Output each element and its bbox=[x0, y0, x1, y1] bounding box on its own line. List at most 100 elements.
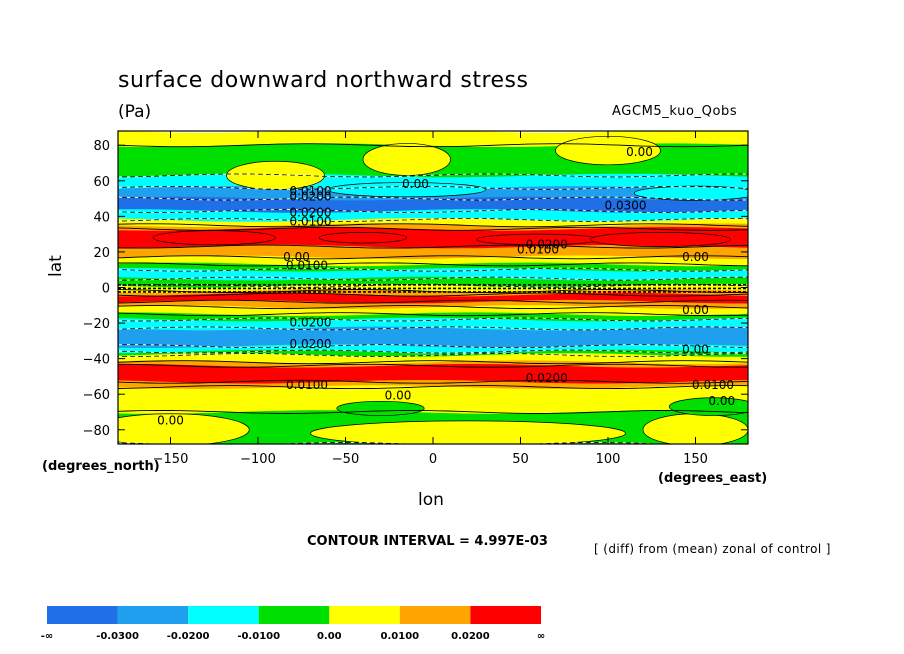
x-units-label: (degrees_east) bbox=[658, 471, 768, 486]
contour-line bbox=[118, 305, 748, 310]
band-fill bbox=[118, 317, 748, 331]
contour-label: 0.0200 bbox=[290, 189, 332, 203]
contour-line bbox=[118, 173, 748, 178]
contour-label: 0.00 bbox=[157, 413, 184, 427]
colorbar-swatch bbox=[470, 606, 541, 624]
y-tick-label: 40 bbox=[93, 210, 110, 225]
anomaly-blob bbox=[152, 230, 276, 246]
contour-label: 0.00 bbox=[708, 394, 735, 408]
contour-line bbox=[118, 196, 748, 201]
contour-label: 0.00 bbox=[283, 250, 310, 264]
band-fill bbox=[118, 209, 748, 222]
x-tick-label: 150 bbox=[683, 452, 708, 467]
contour-line bbox=[118, 262, 748, 267]
colorbar-swatch bbox=[399, 606, 471, 624]
anomaly-blob bbox=[118, 413, 250, 444]
contour-line bbox=[118, 267, 748, 272]
contour-line bbox=[118, 185, 748, 190]
contour-label: 0.0100 bbox=[286, 378, 328, 392]
axis-ticks: −150 −100 −50 0 50 100 150 80 60 40 20 0 −20 −40 −60 −8… bbox=[83, 131, 748, 467]
contour-label: 0.00 bbox=[385, 389, 412, 403]
y-tick-label: 60 bbox=[93, 175, 110, 190]
band-fill bbox=[118, 196, 748, 214]
x-tick-label: 0 bbox=[429, 452, 437, 467]
contour-line bbox=[118, 344, 748, 349]
contour-label: 0.0100 bbox=[692, 378, 734, 392]
colorbar-label: 0.00 bbox=[317, 631, 342, 642]
colorbar-swatch bbox=[117, 606, 189, 624]
contour-line bbox=[118, 349, 748, 354]
contour-label: 0.00 bbox=[682, 250, 709, 264]
contour-line bbox=[118, 353, 748, 358]
contour-line bbox=[118, 349, 748, 354]
contour-label: 0.0200 bbox=[290, 316, 332, 330]
contour-line bbox=[118, 217, 748, 222]
contour-line bbox=[118, 317, 748, 322]
chart-units: (Pa) bbox=[118, 102, 152, 122]
contour-line bbox=[118, 292, 748, 297]
x-tick-label: 50 bbox=[512, 452, 529, 467]
contour-line bbox=[118, 363, 748, 368]
band-fill bbox=[118, 312, 748, 322]
y-tick-label: −20 bbox=[83, 317, 110, 332]
contour-label: 0.0100 bbox=[290, 214, 332, 228]
contour-label: 0.0100 bbox=[517, 243, 559, 257]
colorbar-label: -0.0300 bbox=[96, 631, 139, 642]
x-axis-label: lon bbox=[418, 490, 444, 510]
diff-note: [ (diff) from (mean) zonal of control ] bbox=[594, 542, 831, 556]
contour-label: 0.0200 bbox=[290, 337, 332, 351]
band-fill bbox=[118, 305, 748, 317]
anomaly-blob bbox=[327, 182, 486, 198]
contour-line bbox=[118, 226, 748, 231]
contour-line bbox=[118, 317, 748, 322]
contour-line bbox=[118, 244, 748, 249]
y-tick-label: 20 bbox=[93, 246, 110, 261]
contour-label: 0.00 bbox=[682, 342, 709, 356]
y-tick-label: −40 bbox=[83, 353, 110, 368]
anomaly-blob bbox=[310, 420, 626, 444]
band-fill bbox=[118, 360, 748, 368]
y-tick-label: 80 bbox=[93, 139, 110, 154]
contour-line bbox=[118, 223, 748, 228]
contour-line bbox=[118, 276, 748, 281]
colorbar-label: -0.0200 bbox=[167, 631, 210, 642]
contour-line bbox=[118, 385, 748, 390]
contour-label: 0.0100 bbox=[286, 259, 328, 273]
contour-line bbox=[118, 267, 748, 272]
y-tick-label: −60 bbox=[83, 388, 110, 403]
contour-line bbox=[118, 410, 748, 414]
x-tick-label: −50 bbox=[332, 452, 359, 467]
contour-line bbox=[118, 209, 748, 213]
contour-line bbox=[118, 276, 748, 281]
contour-line bbox=[118, 312, 748, 317]
colorbar-label: 0.0100 bbox=[381, 631, 420, 642]
contour-interval: CONTOUR INTERVAL = 4.997E-03 bbox=[307, 534, 548, 549]
anomaly-blob bbox=[590, 232, 731, 247]
contour-line bbox=[118, 143, 748, 148]
colorbar-swatch bbox=[258, 606, 330, 624]
contour-label: 0.0300 bbox=[605, 198, 647, 212]
contour-lines bbox=[118, 143, 748, 444]
x-tick-label: −100 bbox=[240, 452, 276, 467]
contour-label: 0.0100 bbox=[290, 184, 332, 198]
contour-line bbox=[118, 173, 748, 178]
colorbar: -∞ -0.0300 -0.0200 -0.0100 0.00 0.0100 0.0200 ∞ bbox=[41, 606, 545, 642]
contour-line bbox=[118, 209, 748, 213]
anomaly-blob bbox=[318, 232, 408, 244]
x-tick-label: −150 bbox=[153, 452, 189, 467]
contour-line bbox=[118, 326, 748, 331]
contour-line bbox=[118, 218, 748, 222]
contour-line bbox=[118, 255, 748, 260]
contour-line bbox=[118, 326, 748, 331]
colorbar-label: -∞ bbox=[41, 631, 53, 642]
contour-line bbox=[118, 360, 748, 365]
band-fill bbox=[118, 385, 748, 414]
colorbar-swatch bbox=[188, 606, 259, 624]
contour-line bbox=[118, 344, 748, 349]
colorbar-swatch bbox=[329, 606, 400, 624]
band-fill bbox=[118, 227, 748, 249]
contour-label: 0.0200 bbox=[526, 237, 568, 251]
x-tick-label: 100 bbox=[596, 452, 621, 467]
colorbar-label: 0.0200 bbox=[451, 631, 490, 642]
